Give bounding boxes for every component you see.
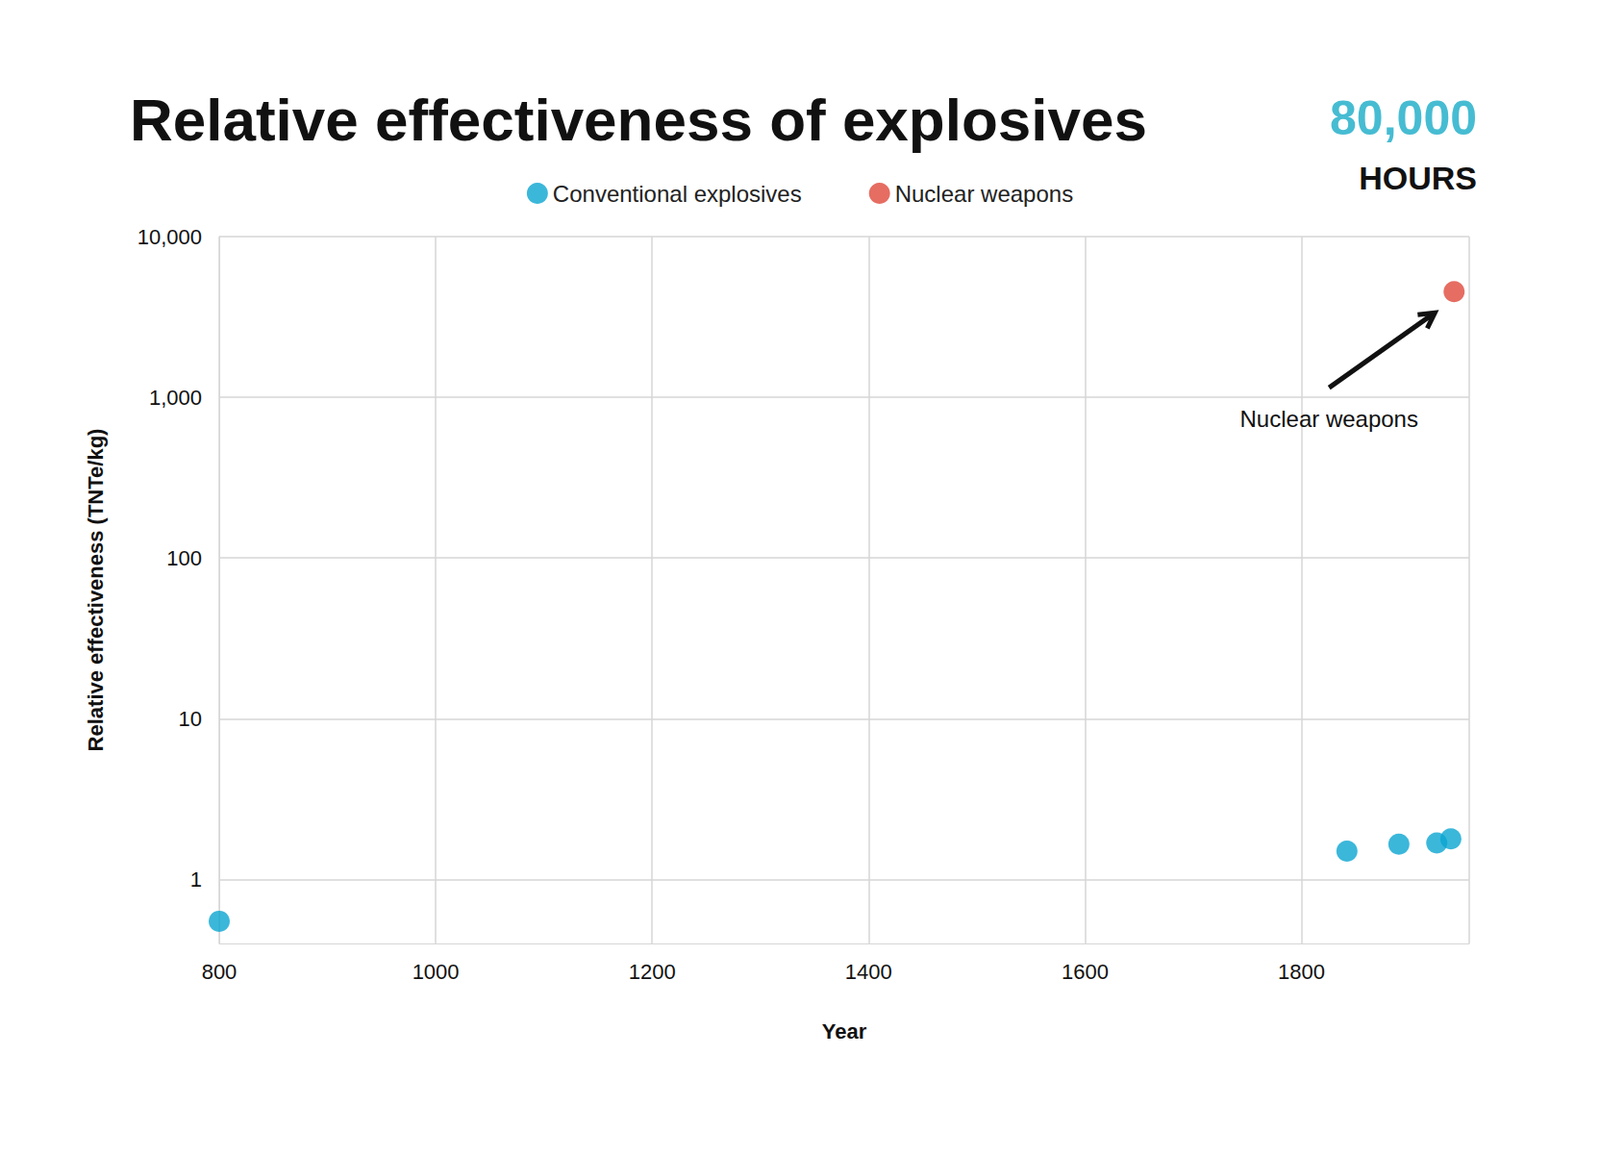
svg-text:1,000: 1,000 bbox=[149, 385, 202, 410]
svg-text:1800: 1800 bbox=[1277, 959, 1325, 984]
svg-text:1: 1 bbox=[190, 867, 202, 892]
svg-text:100: 100 bbox=[166, 546, 202, 571]
svg-text:Relative effectiveness of expl: Relative effectiveness of explosives bbox=[129, 86, 1148, 153]
svg-text:HOURS: HOURS bbox=[1358, 159, 1477, 197]
svg-text:Relative effectiveness (TNTe/k: Relative effectiveness (TNTe/kg) bbox=[83, 428, 108, 752]
svg-text:800: 800 bbox=[201, 959, 238, 984]
svg-text:Year: Year bbox=[822, 1019, 868, 1044]
svg-text:1400: 1400 bbox=[845, 959, 893, 984]
svg-text:1000: 1000 bbox=[412, 959, 460, 984]
svg-text:10: 10 bbox=[178, 706, 202, 731]
svg-text:Conventional explosives: Conventional explosives bbox=[552, 180, 802, 207]
svg-text:10,000: 10,000 bbox=[137, 225, 202, 250]
svg-text:Nuclear weapons: Nuclear weapons bbox=[1240, 405, 1419, 432]
svg-text:Nuclear weapons: Nuclear weapons bbox=[895, 180, 1074, 207]
svg-text:80,000: 80,000 bbox=[1329, 91, 1477, 146]
svg-text:1200: 1200 bbox=[628, 959, 676, 984]
svg-text:1600: 1600 bbox=[1061, 959, 1109, 984]
